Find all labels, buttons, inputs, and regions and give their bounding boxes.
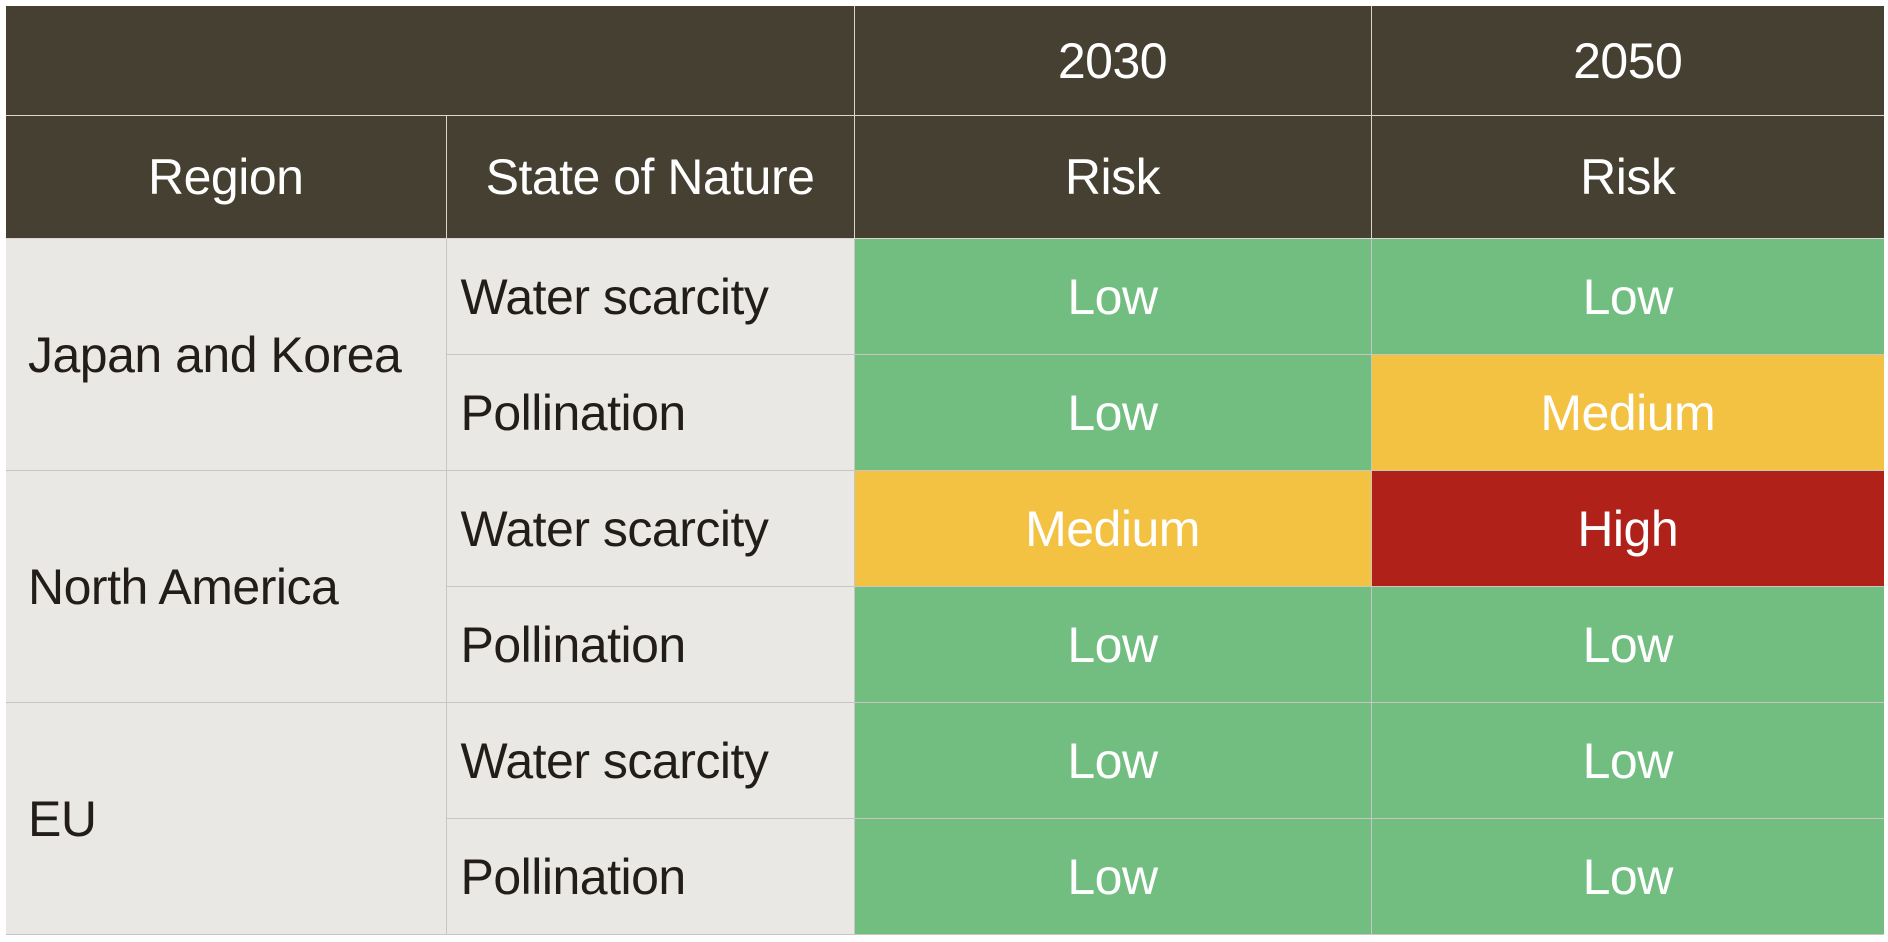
column-header-row: Region State of Nature Risk Risk [6, 115, 1884, 239]
risk-2050-header: Risk [1370, 115, 1884, 239]
table-row: EU Water scarcity Low Low [6, 702, 1884, 935]
region-cell: North America [6, 470, 447, 703]
risk-2030-cell: Low [853, 586, 1371, 703]
table-row: North America Water scarcity Medium High [6, 470, 1884, 703]
risk-2050-cell: Medium [1370, 354, 1884, 471]
region-header: Region [6, 115, 446, 239]
state-of-nature-cell: Pollination [446, 354, 854, 471]
state-of-nature-cell: Pollination [446, 586, 854, 703]
state-of-nature-cell: Water scarcity [446, 238, 854, 355]
table-row: Pollination Low Low [6, 818, 1884, 935]
region-cell: EU [6, 702, 447, 935]
state-of-nature-cell: Water scarcity [446, 702, 854, 819]
year-2050-header: 2050 [1370, 6, 1884, 116]
table-row: Pollination Low Low [6, 586, 1884, 703]
risk-2030-header: Risk [853, 115, 1371, 239]
risk-2050-cell: High [1370, 470, 1884, 587]
risk-2030-cell: Low [853, 702, 1371, 819]
state-of-nature-header: State of Nature [445, 115, 854, 239]
region-cell: Japan and Korea [6, 238, 447, 471]
risk-table: 2030 2050 Region State of Nature Risk Ri… [6, 6, 1884, 935]
year-2030-header: 2030 [853, 6, 1371, 116]
risk-2030-cell: Medium [853, 470, 1371, 587]
risk-2050-cell: Low [1370, 586, 1884, 703]
risk-2030-cell: Low [853, 238, 1371, 355]
state-of-nature-cell: Pollination [446, 818, 854, 935]
table-row: Japan and Korea Water scarcity Low Low [6, 238, 1884, 471]
risk-2050-cell: Low [1370, 238, 1884, 355]
year-header-row: 2030 2050 [6, 6, 1884, 116]
risk-2050-cell: Low [1370, 818, 1884, 935]
risk-2030-cell: Low [853, 818, 1371, 935]
state-of-nature-cell: Water scarcity [446, 470, 854, 587]
risk-2030-cell: Low [853, 354, 1371, 471]
header-blank [6, 6, 854, 116]
table-row: Pollination Low Medium [6, 354, 1884, 471]
risk-2050-cell: Low [1370, 702, 1884, 819]
